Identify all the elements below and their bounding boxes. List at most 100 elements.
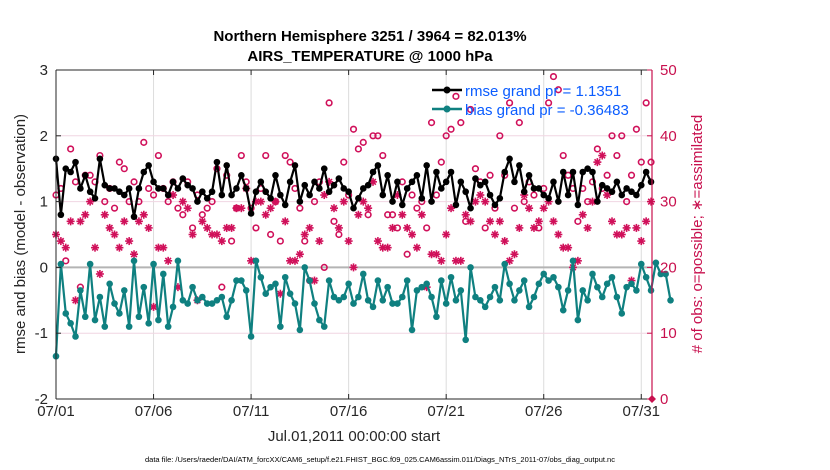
asterisk-stroke: [150, 303, 157, 311]
asterisk-stroke: [501, 237, 509, 245]
y-tick-label: 0: [40, 259, 48, 276]
obs_assimilated-point: [593, 158, 602, 167]
obs_possible-point: [262, 151, 270, 160]
rmse-point: [125, 185, 133, 192]
obs_assimilated-point: [466, 217, 475, 226]
bias-point: [555, 283, 562, 291]
bias-point: [62, 310, 70, 317]
obs_possible-point: [62, 257, 70, 265]
obs_assimilated-point: [100, 210, 109, 219]
obs_assimilated-point: [437, 256, 446, 265]
y-tick-label: -1: [35, 325, 48, 342]
rmse-point: [340, 185, 348, 192]
obs_possible-point: [554, 86, 562, 94]
rmse-point: [403, 185, 411, 192]
rmse-point: [228, 191, 235, 199]
rmse-point: [306, 191, 313, 199]
obs_assimilated-point: [66, 217, 75, 226]
asterisk-stroke: [364, 204, 372, 212]
bias-point: [81, 313, 89, 321]
rmse-point: [369, 168, 377, 176]
asterisk-stroke: [72, 296, 79, 304]
obs_assimilated-point: [534, 217, 543, 226]
bias-point: [652, 259, 660, 267]
asterisk-stroke: [354, 211, 362, 219]
bias-point: [159, 270, 167, 278]
rmse-point: [637, 181, 645, 189]
asterisk-stroke: [345, 237, 353, 245]
obs_possible-point: [149, 191, 158, 199]
rmse-point: [164, 191, 172, 199]
obs_assimilated-point: [505, 256, 514, 265]
obs_possible-point: [608, 132, 616, 140]
obs_assimilated-point: [383, 243, 392, 252]
asterisk-stroke: [81, 211, 89, 219]
bias-point: [657, 270, 665, 278]
asterisk-stroke: [413, 244, 421, 252]
obs_possible-point: [510, 204, 519, 212]
obs_assimilated-point: [354, 210, 363, 219]
bias-point: [179, 297, 187, 304]
asterisk-stroke: [120, 217, 128, 225]
rmse-point: [457, 178, 465, 186]
bias-point: [433, 313, 440, 321]
bias-point: [120, 287, 128, 294]
asterisk-stroke: [515, 224, 523, 232]
rmse-point: [281, 201, 289, 209]
obs_possible-point: [252, 224, 260, 232]
obs_assimilated-point: [120, 217, 129, 226]
bias-point: [550, 273, 557, 281]
asterisk-stroke: [330, 204, 338, 212]
rmse-point: [564, 191, 572, 199]
x-tick-label: 07/21: [427, 403, 465, 420]
obs_assimilated-point: [539, 204, 548, 213]
asterisk-stroke: [189, 231, 196, 238]
bias-point: [106, 280, 113, 288]
rmse-point: [247, 210, 255, 217]
bias-point: [116, 310, 123, 317]
obs_assimilated-point: [617, 230, 626, 239]
rmse-point: [81, 171, 89, 179]
asterisk-stroke: [164, 257, 172, 265]
bias-point: [208, 300, 216, 307]
asterisk-stroke: [76, 217, 84, 225]
asterisk-stroke: [540, 204, 548, 212]
rmse-point: [516, 162, 523, 169]
asterisk-stroke: [57, 237, 65, 245]
rmse-point: [594, 198, 601, 205]
rmse-point: [325, 188, 333, 196]
obs_possible-point: [237, 151, 245, 160]
bias-point: [481, 303, 489, 311]
rmse-point: [433, 168, 440, 176]
plot-area: [56, 70, 652, 399]
bias-point: [623, 283, 630, 291]
asterisk-stroke: [96, 270, 104, 278]
rmse-point: [467, 204, 474, 212]
rmse-point: [364, 181, 372, 189]
obs_assimilated-point: [76, 217, 85, 226]
bias-point: [418, 283, 426, 291]
legend-rmse-label: rmse grand pr = 1.1351: [465, 83, 621, 100]
asterisk-stroke: [637, 237, 645, 245]
obs_assimilated-point: [564, 243, 573, 252]
x-tick-label: 07/06: [135, 403, 173, 420]
obs_possible-point: [549, 72, 558, 81]
asterisk-stroke: [437, 257, 445, 265]
obs_assimilated-point: [237, 204, 246, 213]
bias-point: [77, 287, 84, 294]
bias-point: [257, 273, 265, 281]
asterisk-stroke: [179, 198, 187, 205]
rmse-point: [428, 198, 435, 205]
obs_assimilated-point: [310, 276, 319, 285]
asterisk-stroke: [632, 224, 640, 232]
obs_possible-point: [447, 125, 455, 133]
rmse-point: [311, 178, 318, 186]
bias-point: [394, 300, 401, 307]
asterisk-stroke: [467, 217, 474, 225]
rmse-point: [174, 185, 182, 192]
x-tick-label: 07/01: [37, 403, 75, 420]
asterisk-stroke: [106, 224, 114, 232]
bias-point: [452, 297, 460, 304]
rmse-point: [447, 168, 455, 176]
bias-point: [125, 323, 133, 330]
